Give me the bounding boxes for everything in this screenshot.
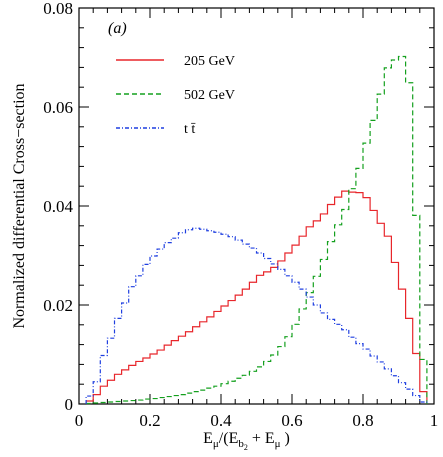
legend: 205 GeV 502 GeV t t̄ bbox=[116, 54, 235, 137]
x-tick-label: 1 bbox=[430, 411, 439, 430]
series-line-1 bbox=[85, 55, 428, 405]
panel-label: (a) bbox=[108, 20, 127, 37]
axis-ticks: 0 0.2 0.4 0.6 0.8 1 0 0.02 0.04 0.06 0.08 bbox=[43, 0, 438, 430]
x-tick-label: 0.6 bbox=[281, 411, 302, 430]
plot-frame bbox=[78, 7, 435, 405]
legend-label-1: 502 GeV bbox=[184, 88, 235, 103]
x-tick-label: 0.8 bbox=[352, 411, 373, 430]
x-axis-title-mu2: μ bbox=[275, 438, 281, 450]
y-axis-title: Normalized differential Cross−section bbox=[11, 83, 28, 328]
series-group bbox=[85, 55, 428, 405]
y-tick-label: 0.02 bbox=[43, 296, 73, 315]
x-tick-label: 0.4 bbox=[210, 411, 232, 430]
series-line-0 bbox=[85, 190, 428, 404]
x-axis-title-plus: + E bbox=[248, 430, 275, 447]
x-axis-title-close: ) bbox=[281, 430, 290, 447]
x-axis-title-mu: μ bbox=[213, 438, 219, 450]
legend-label-0: 205 GeV bbox=[184, 54, 235, 69]
y-tick-label: 0.06 bbox=[43, 98, 73, 117]
x-axis-title-e: E bbox=[203, 430, 213, 447]
series-line-2 bbox=[85, 227, 428, 404]
legend-label-2: t t̄ bbox=[184, 122, 196, 137]
x-axis-title: Eμ/(Eb2 + Eμ ) bbox=[203, 430, 290, 452]
y-tick-label: 0.04 bbox=[43, 197, 73, 216]
x-axis-title-b: b bbox=[238, 438, 244, 450]
x-axis-title-slash: /(E bbox=[219, 430, 239, 447]
x-tick-label: 0.2 bbox=[139, 411, 160, 430]
y-tick-label: 0.08 bbox=[43, 0, 73, 18]
x-tick-label: 0 bbox=[75, 411, 84, 430]
y-tick-label: 0 bbox=[65, 395, 74, 414]
x-axis-title-two: 2 bbox=[244, 443, 248, 452]
